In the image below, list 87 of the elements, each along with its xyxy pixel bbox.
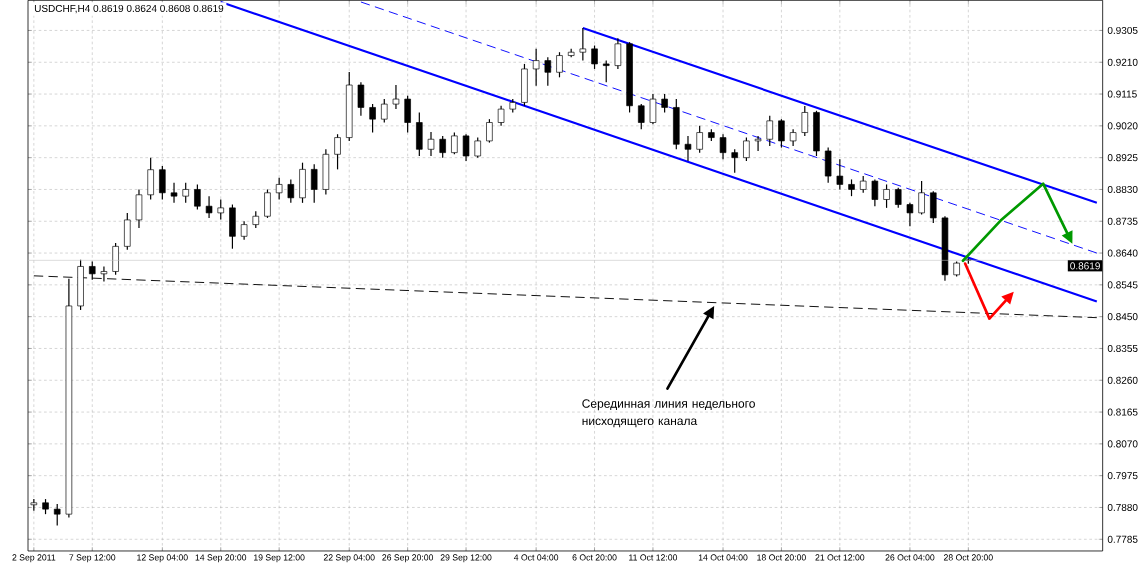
candlestick	[918, 180, 925, 216]
y-tick-label: 0.7785	[1107, 535, 1138, 543]
y-tick-label: 0.9020	[1107, 122, 1138, 130]
candlestick	[369, 103, 376, 134]
x-tick-label: 22 Sep 04:00	[323, 554, 375, 563]
x-tick-label: 14 Sep 20:00	[195, 554, 247, 563]
x-tick-label: 7 Sep 12:00	[69, 554, 116, 563]
y-tick-label: 0.9305	[1107, 26, 1138, 34]
candlestick	[638, 103, 645, 130]
y-tick-label: 0.8260	[1107, 376, 1138, 384]
x-tick-label: 2 Sep 2011	[12, 554, 56, 563]
candlestick	[906, 202, 914, 227]
candlestick	[287, 178, 295, 204]
candlestick	[801, 105, 809, 137]
y-tick-label: 0.8640	[1107, 249, 1138, 257]
candlestick	[883, 183, 890, 209]
y-tick-label: 0.8545	[1107, 281, 1138, 289]
x-tick-label: 14 Oct 04:00	[698, 554, 748, 561]
candlestick	[170, 182, 178, 204]
candlestick	[544, 56, 552, 87]
y-tick-label: 0.8070	[1107, 440, 1138, 448]
candlestick	[836, 158, 844, 191]
candlestick	[439, 135, 446, 159]
candlestick	[310, 163, 318, 204]
candlestick	[556, 51, 563, 78]
candlestick	[462, 133, 470, 162]
candlestick	[743, 136, 750, 162]
y-tick-label: 0.8355	[1107, 344, 1138, 353]
candlestick	[275, 177, 283, 201]
y-tick-label: 0.8450	[1107, 313, 1138, 321]
candlestick	[778, 118, 785, 149]
candlestick	[894, 187, 902, 209]
candlestick	[754, 135, 762, 152]
candlestick	[217, 198, 225, 221]
y-tick-label: 0.9210	[1107, 58, 1138, 66]
candlestick	[381, 98, 388, 124]
x-tick-label: 19 Sep 12:00	[254, 554, 305, 563]
candlestick	[684, 135, 692, 162]
candlestick	[497, 105, 505, 127]
x-tick-label: 12 Sep 04:00	[137, 554, 188, 563]
candlestick	[334, 133, 341, 170]
x-tick-label: 28 Oct 20:00	[943, 554, 993, 561]
x-tick-label: 11 Oct 12:00	[629, 554, 678, 561]
candlestick	[486, 118, 493, 144]
candlestick	[731, 148, 738, 174]
candlestick	[661, 93, 668, 114]
candlestick	[159, 165, 166, 201]
candlestick	[53, 503, 61, 527]
y-tick-label: 0.7880	[1107, 503, 1138, 512]
candlestick	[264, 188, 271, 219]
y-tick-label: 0.9115	[1107, 90, 1137, 98]
candlestick	[427, 131, 435, 157]
chart-title: USDCHF,H4 0.8619 0.8624 0.8608 0.8619	[34, 4, 224, 14]
candlestick	[392, 84, 400, 110]
candlestick	[766, 115, 774, 147]
candlestick	[357, 81, 365, 117]
y-tick-label: 0.8165	[1107, 408, 1138, 416]
candlestick	[474, 136, 481, 159]
x-tick-label: 6 Oct 20:00	[572, 554, 617, 561]
candlestick	[696, 125, 703, 154]
candlestick	[602, 59, 610, 83]
x-tick-label: 18 Oct 20:00	[757, 554, 806, 561]
x-tick-label: 21 Oct 12:00	[815, 554, 865, 561]
candlestick	[240, 220, 248, 241]
x-tick-label: 26 Sep 20:00	[382, 554, 434, 563]
x-tick-label: 29 Sep 12:00	[440, 554, 492, 563]
candlestick	[182, 182, 189, 204]
candlestick	[194, 183, 201, 211]
candlestick	[614, 37, 622, 70]
annotation: Серединная линия недельного нисходящего канала	[582, 399, 755, 428]
candlestick	[532, 48, 540, 87]
y-tick-label: 0.8925	[1107, 154, 1138, 162]
candlestick	[205, 195, 213, 219]
candlestick	[591, 44, 598, 70]
candlestick	[719, 133, 727, 160]
ref-line-label: 0.8619	[1070, 262, 1100, 270]
y-tick-label: 0.8735	[1107, 217, 1138, 225]
candlestick	[649, 93, 657, 125]
y-tick-label: 0.7975	[1107, 472, 1138, 480]
candlestick	[404, 95, 411, 134]
x-tick-label: 4 Oct 04:00	[513, 554, 559, 561]
y-tick-label: 0.8830	[1107, 185, 1138, 193]
x-tick-label: 26 Oct 04:00	[885, 554, 935, 561]
candlestick	[871, 178, 879, 207]
candlestick	[579, 27, 587, 62]
candlestick	[30, 498, 38, 512]
candlestick	[451, 131, 458, 155]
